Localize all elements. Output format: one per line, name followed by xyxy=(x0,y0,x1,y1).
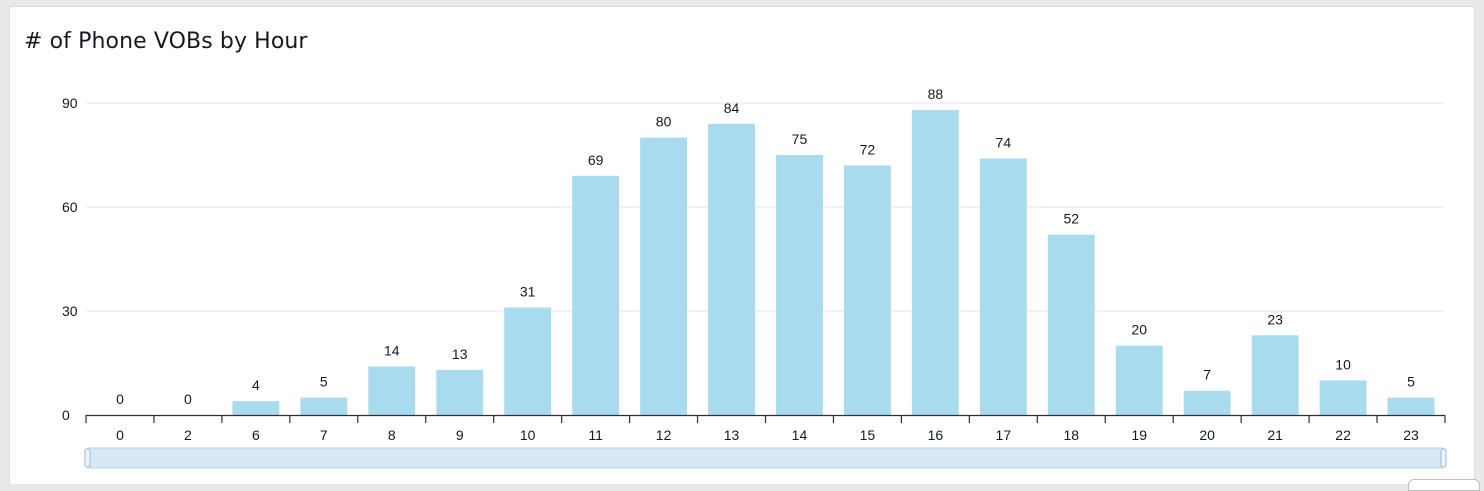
x-tick-label: 14 xyxy=(792,427,808,443)
x-tick-label: 12 xyxy=(656,427,672,443)
data-label: 0 xyxy=(184,391,192,407)
range-scrollbar xyxy=(84,447,1447,469)
data-label: 5 xyxy=(320,374,328,390)
x-tick-label: 7 xyxy=(320,427,328,443)
scrollbar-handle-left[interactable] xyxy=(84,448,91,468)
chart-title: # of Phone VOBs by Hour xyxy=(24,29,308,54)
bar xyxy=(708,123,755,416)
x-tick-label: 22 xyxy=(1335,427,1351,443)
data-label: 52 xyxy=(1063,211,1079,227)
y-tick-label: 60 xyxy=(62,199,78,215)
x-tick-label: 2 xyxy=(184,427,192,443)
data-label: 75 xyxy=(792,131,808,147)
bar xyxy=(640,137,688,415)
data-label: 74 xyxy=(996,134,1012,150)
data-label: 7 xyxy=(1203,367,1211,383)
x-tick-label: 17 xyxy=(996,427,1012,443)
bar xyxy=(300,397,348,415)
bar xyxy=(1387,397,1435,415)
data-labels: 0 0 4 5 14 13 31 69 80 84 75 72 88 74 52 20 7 23 10 5 xyxy=(116,86,1415,407)
data-label: 72 xyxy=(860,141,876,157)
bar xyxy=(911,109,959,415)
y-tick-label: 90 xyxy=(62,95,78,111)
data-label: 69 xyxy=(588,152,604,168)
data-label: 5 xyxy=(1407,374,1415,390)
bar xyxy=(1251,335,1299,415)
bar xyxy=(436,369,484,415)
bar xyxy=(572,175,620,415)
x-tick-label: 13 xyxy=(724,427,740,443)
data-label: 10 xyxy=(1335,356,1351,372)
gridlines xyxy=(86,102,1445,312)
bar xyxy=(1319,380,1367,415)
bars xyxy=(232,109,1435,416)
bar xyxy=(843,165,891,415)
bar xyxy=(368,366,416,415)
x-tick-label: 21 xyxy=(1267,427,1283,443)
x-tick-label: 15 xyxy=(860,427,876,443)
scrollbar-track xyxy=(86,447,1445,469)
x-tick-label: 18 xyxy=(1063,427,1079,443)
x-tick-label: 19 xyxy=(1131,427,1147,443)
x-tick-label: 8 xyxy=(388,427,396,443)
data-label: 88 xyxy=(928,86,944,102)
bar xyxy=(1047,234,1095,415)
x-axis: 0 2 6 7 8 9 10 11 12 13 14 15 16 17 18 19 20 21 22 23 xyxy=(85,414,1446,443)
bar xyxy=(979,158,1027,415)
data-label: 84 xyxy=(724,100,740,116)
bar xyxy=(1115,345,1163,415)
y-tick-label: 0 xyxy=(62,407,70,423)
data-label: 23 xyxy=(1267,311,1283,327)
data-label: 4 xyxy=(252,377,260,393)
data-label: 20 xyxy=(1131,322,1147,338)
x-tick-label: 23 xyxy=(1403,427,1419,443)
x-tick-label: 16 xyxy=(928,427,944,443)
data-label: 31 xyxy=(520,284,536,300)
bar xyxy=(1183,390,1231,415)
x-tick-label: 10 xyxy=(520,427,536,443)
data-label: 80 xyxy=(656,114,672,130)
x-tick-label: 9 xyxy=(456,427,464,443)
scrollbar-handle-right[interactable] xyxy=(1440,448,1447,468)
corner-tab[interactable] xyxy=(1408,479,1480,491)
bar xyxy=(776,155,823,415)
x-tick-label: 0 xyxy=(116,427,124,443)
data-label: 0 xyxy=(116,391,124,407)
x-tick-label: 11 xyxy=(588,427,603,443)
data-label: 13 xyxy=(452,346,468,362)
x-tick-label: 20 xyxy=(1199,427,1215,443)
bar xyxy=(232,401,280,415)
y-axis-ticks: 0 30 60 90 xyxy=(62,95,78,423)
x-tick-label: 6 xyxy=(252,427,260,443)
y-tick-label: 30 xyxy=(62,303,78,319)
bar xyxy=(504,307,552,415)
data-label: 14 xyxy=(384,342,400,358)
